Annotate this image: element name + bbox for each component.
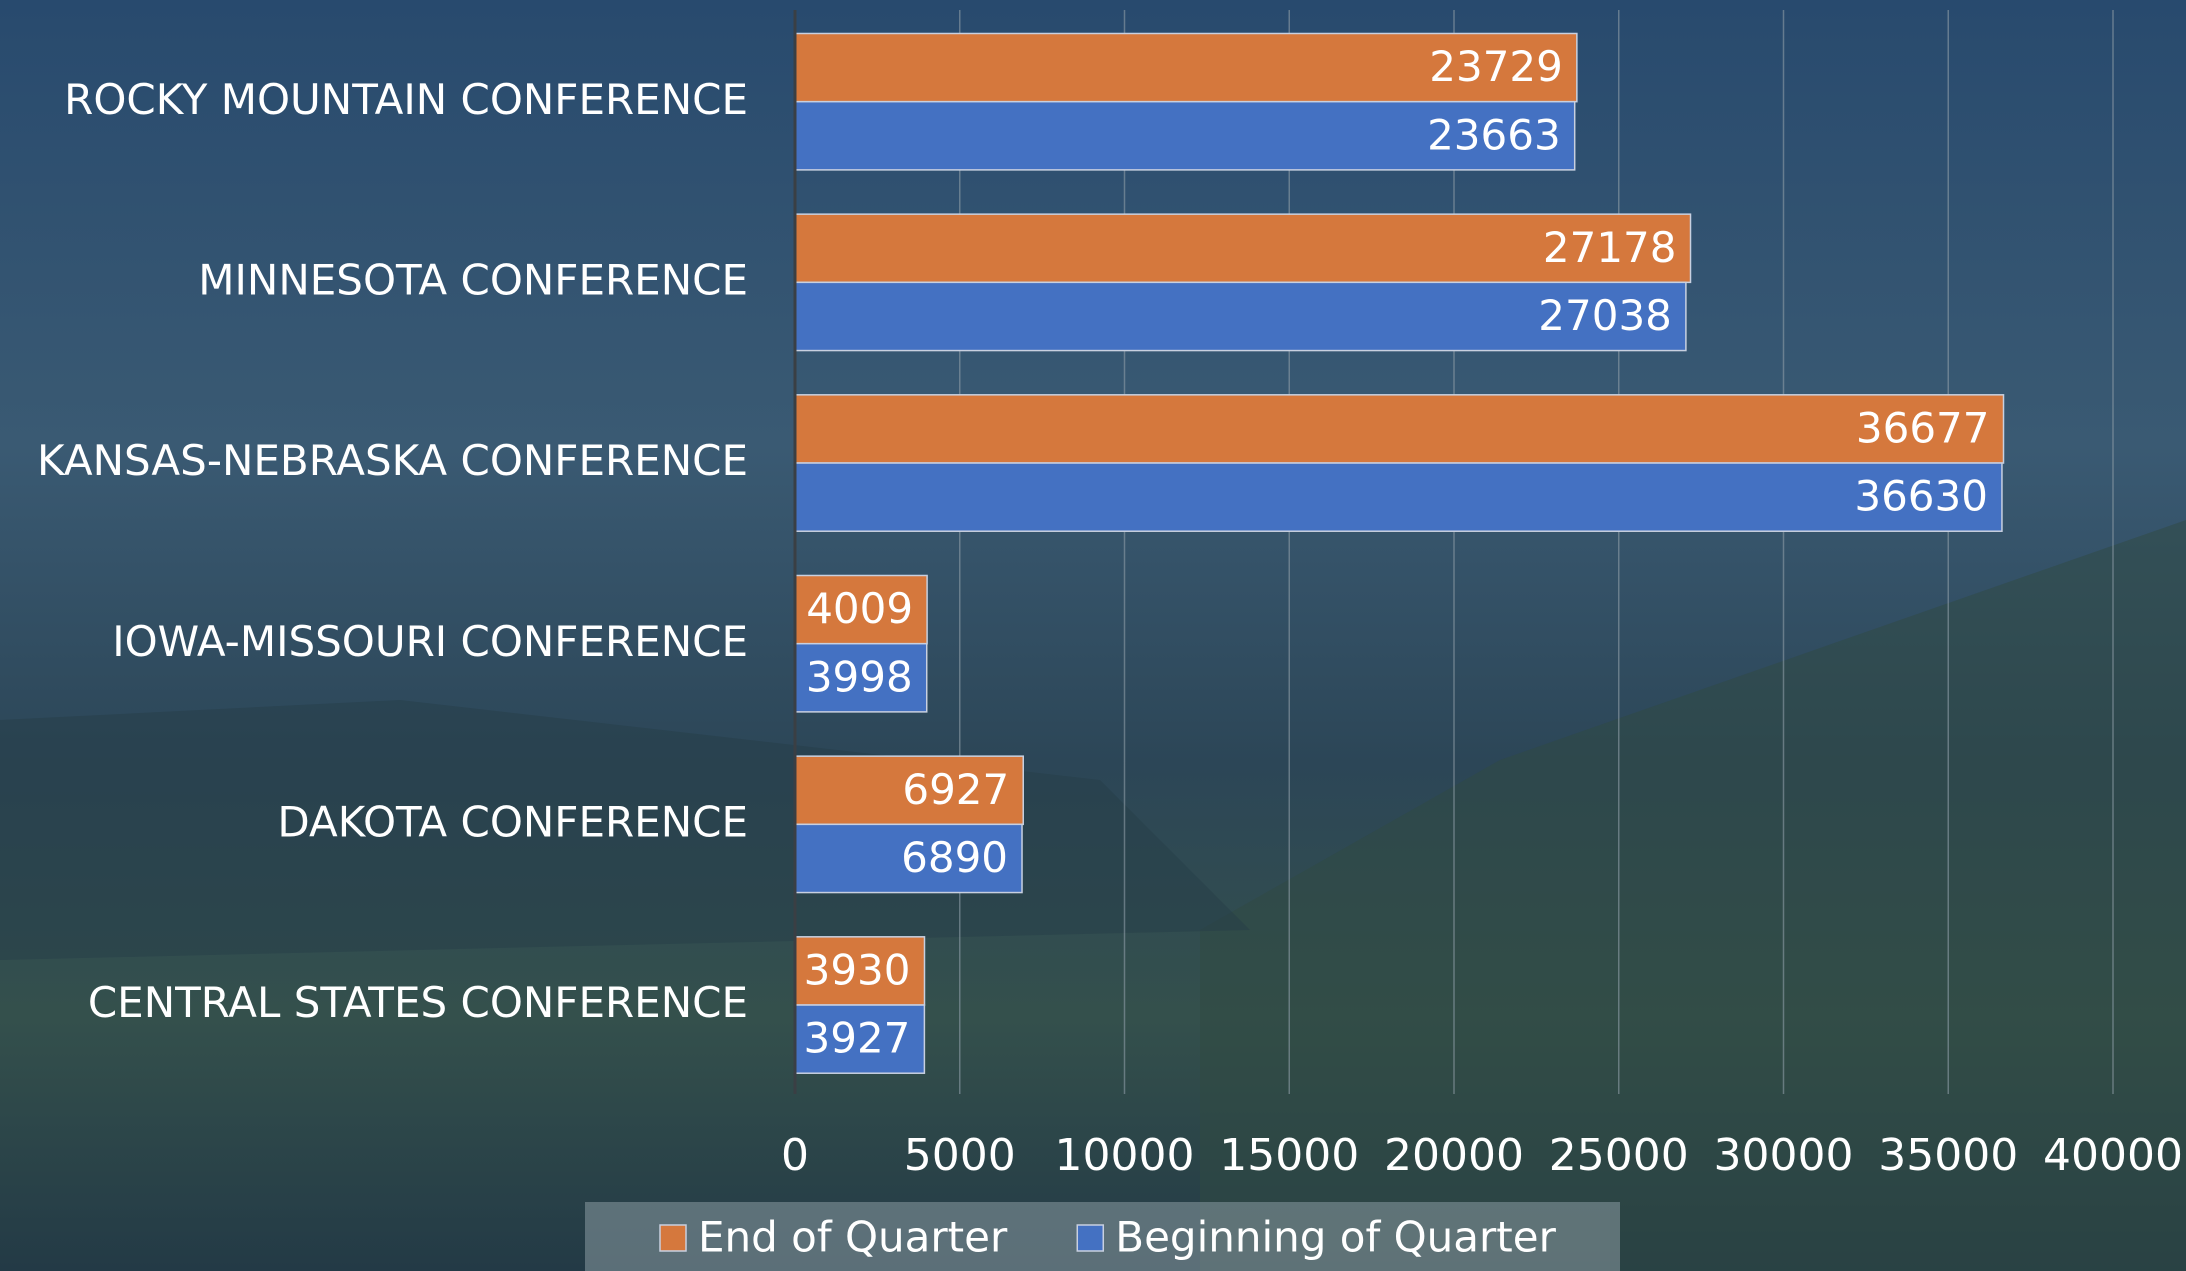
x-tick-label: 30000 [1714, 1130, 1854, 1181]
bar [795, 463, 2002, 531]
y-tick-label: IOWA-MISSOURI CONFERENCE [112, 617, 748, 666]
x-tick-label: 5000 [904, 1130, 1016, 1181]
bar [795, 395, 2004, 463]
x-tick-label: 20000 [1384, 1130, 1524, 1181]
legend-label: End of Quarter [698, 1213, 1008, 1262]
x-tick-label: 40000 [2043, 1130, 2183, 1181]
x-tick-label: 10000 [1055, 1130, 1195, 1181]
legend-swatch [1077, 1225, 1103, 1251]
data-label: 3998 [806, 652, 913, 701]
y-tick-label: KANSAS-NEBRASKA CONFERENCE [37, 436, 748, 485]
y-tick-label: DAKOTA CONFERENCE [277, 798, 748, 847]
data-label: 3927 [804, 1014, 911, 1063]
y-tick-label: CENTRAL STATES CONFERENCE [88, 978, 748, 1027]
data-label: 6890 [901, 833, 1008, 882]
data-label: 3930 [804, 945, 911, 994]
y-tick-label: ROCKY MOUNTAIN CONFERENCE [64, 75, 748, 124]
data-label: 6927 [902, 765, 1009, 814]
data-label: 27178 [1543, 223, 1677, 272]
data-label: 36630 [1854, 472, 1988, 521]
x-tick-label: 15000 [1219, 1130, 1359, 1181]
x-tick-label: 0 [781, 1130, 809, 1181]
x-tick-label: 35000 [1878, 1130, 2018, 1181]
legend-swatch [660, 1225, 686, 1251]
data-label: 23729 [1429, 42, 1563, 91]
data-label: 36677 [1856, 403, 1990, 452]
y-tick-label: MINNESOTA CONFERENCE [198, 256, 748, 305]
data-label: 4009 [806, 584, 913, 633]
chart: 0 5000 10000 15000 20000 25000 30000 35000 40000… [0, 0, 2186, 1271]
data-label: 23663 [1427, 110, 1561, 159]
x-tick-label: 25000 [1549, 1130, 1689, 1181]
data-label: 27038 [1538, 291, 1672, 340]
legend-label: Beginning of Quarter [1115, 1213, 1556, 1262]
